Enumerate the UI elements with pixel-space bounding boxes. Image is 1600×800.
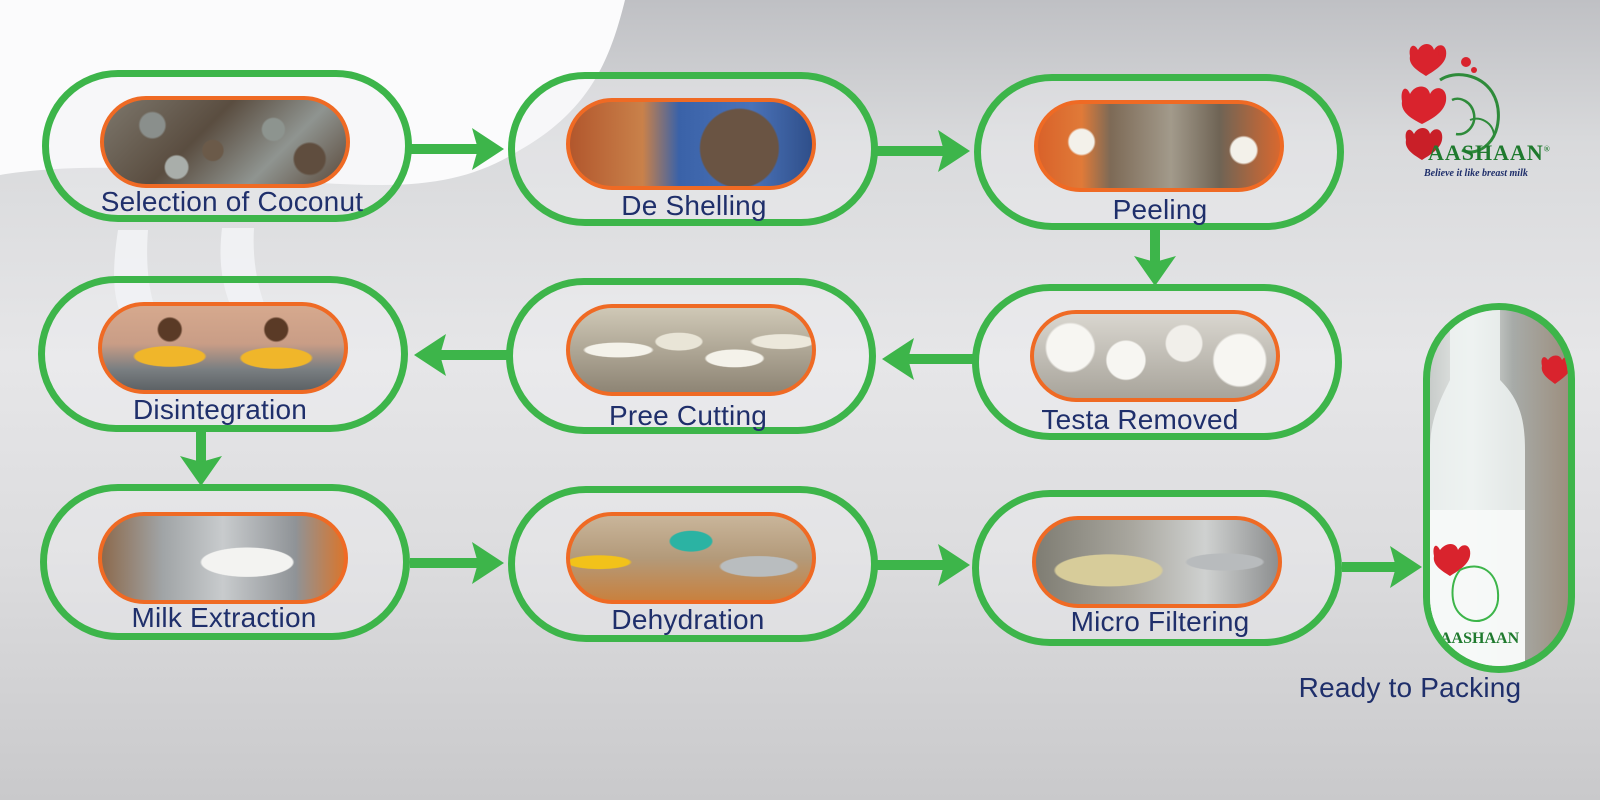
logo-registered-mark: ®: [1543, 144, 1551, 154]
label-milk-extraction: Milk Extraction: [131, 602, 317, 633]
label-disintegration: Disintegration: [133, 394, 307, 425]
micro-filtering-photo: [1032, 516, 1282, 608]
label-ready-to-packing: Ready to Packing: [1298, 672, 1522, 703]
logo-tagline: Believe it like breast milk: [1424, 168, 1528, 179]
heart-icon: [1409, 44, 1447, 76]
arrow-icon: [1134, 228, 1176, 286]
disintegration-photo: [98, 302, 348, 394]
arrow-icon: [1342, 546, 1422, 588]
testa-removed-photo: [1030, 310, 1280, 402]
logo-brand: AASHAAN: [1428, 140, 1544, 165]
arrow-icon: [882, 338, 976, 380]
heart-icon: [1401, 86, 1447, 124]
dehydration-photo: [566, 512, 816, 604]
pree-cutting-photo: [566, 304, 816, 396]
arrow-icon: [414, 334, 508, 376]
milk-extraction-photo: [98, 512, 348, 604]
heart-icon: [1433, 544, 1471, 576]
label-de-shelling: De Shelling: [621, 190, 767, 221]
arrow-icon: [410, 128, 504, 170]
bottle-graphic: [1430, 310, 1568, 666]
step-ready-to-packing: AASHAAN: [1423, 303, 1575, 673]
heart-icon: [1405, 128, 1443, 160]
label-pree-cutting: Pree Cutting: [608, 400, 768, 431]
selection-photo: [100, 96, 350, 188]
deshelling-photo: [566, 98, 816, 190]
label-selection-of-coconut: Selection of Coconut: [100, 186, 364, 217]
arrow-icon: [180, 430, 222, 486]
brand-logo: [1401, 44, 1500, 160]
peeling-photo: [1034, 100, 1284, 192]
arrow-icon: [876, 544, 970, 586]
bottle-brand-text: AASHAAN: [1440, 630, 1520, 647]
label-peeling: Peeling: [1112, 194, 1208, 225]
heart-icon: [1541, 355, 1568, 384]
label-testa-removed: Testa Removed: [1041, 404, 1239, 435]
label-dehydration: Dehydration: [611, 604, 765, 635]
logo-brand-text: AASHAAN®: [1428, 140, 1551, 166]
arrow-icon: [876, 130, 970, 172]
arrow-icon: [410, 542, 504, 584]
label-micro-filtering: Micro Filtering: [1070, 606, 1250, 637]
